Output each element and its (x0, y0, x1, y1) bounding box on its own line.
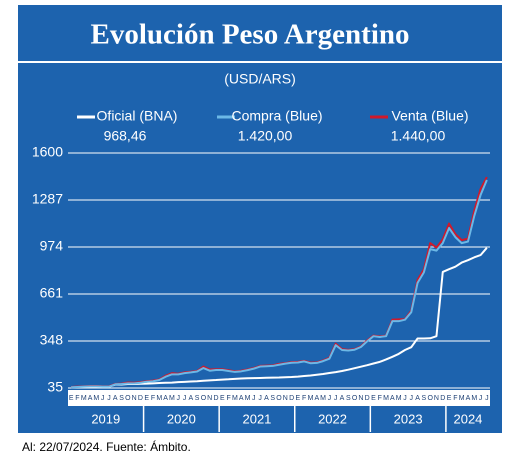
month-label: D (440, 395, 445, 402)
month-label: J (334, 395, 338, 402)
series-line (71, 247, 488, 389)
month-label: J (176, 395, 180, 402)
panel (18, 5, 502, 433)
month-label: A (113, 395, 118, 402)
legend-value: 1.420,00 (238, 128, 293, 144)
month-label: M (93, 395, 99, 402)
month-label: N (283, 395, 288, 402)
month-label: O (201, 395, 207, 402)
footnote: Al: 22/07/2024. Fuente: Ámbito. (22, 439, 191, 454)
month-label: J (485, 395, 489, 402)
y-tick-label: 348 (40, 332, 64, 348)
month-label: O (352, 395, 358, 402)
year-label: 2024 (453, 411, 482, 426)
month-label: J (328, 395, 332, 402)
month-label: O (125, 395, 131, 402)
month-label: F (151, 395, 155, 402)
month-label: F (226, 395, 230, 402)
legend-value: 968,46 (104, 128, 147, 144)
month-label: J (410, 395, 414, 402)
month-label: M (169, 395, 175, 402)
month-label: E (144, 395, 149, 402)
month-label: J (183, 395, 187, 402)
month-label: M (232, 395, 238, 402)
month-label: A (88, 395, 93, 402)
y-tick-label: 661 (40, 285, 64, 301)
month-label: N (132, 395, 137, 402)
month-label: E (447, 395, 452, 402)
month-label: N (358, 395, 363, 402)
month-label: F (453, 395, 457, 402)
month-label: D (289, 395, 294, 402)
month-label: N (207, 395, 212, 402)
month-label: A (390, 395, 395, 402)
month-label: E (296, 395, 301, 402)
month-label: D (213, 395, 218, 402)
month-label: M (396, 395, 402, 402)
month-label: J (403, 395, 407, 402)
month-label: S (422, 395, 427, 402)
month-label: S (270, 395, 275, 402)
month-label: M (81, 395, 87, 402)
year-label: 2020 (167, 411, 196, 426)
month-label: J (107, 395, 111, 402)
month-label: M (471, 395, 477, 402)
month-label: F (75, 395, 79, 402)
y-tick-label: 35 (47, 379, 63, 395)
month-label: J (101, 395, 105, 402)
legend-value: 1.440,00 (391, 128, 446, 144)
y-tick-label: 1287 (32, 191, 63, 207)
month-label: E (371, 395, 376, 402)
legend-label: Compra (Blue) (231, 108, 322, 124)
month-label: F (302, 395, 306, 402)
month-label: J (479, 395, 483, 402)
chart-subtitle: (USD/ARS) (224, 71, 296, 87)
legend-label: Oficial (BNA) (97, 108, 178, 124)
month-label: E (69, 395, 74, 402)
month-label: M (320, 395, 326, 402)
month-label: N (434, 395, 439, 402)
month-label: O (427, 395, 433, 402)
month-label: O (276, 395, 282, 402)
month-label: J (252, 395, 256, 402)
y-tick-label: 1600 (32, 144, 63, 160)
month-label: A (239, 395, 244, 402)
year-label: 2019 (91, 411, 120, 426)
month-label: S (346, 395, 351, 402)
year-label: 2021 (242, 411, 271, 426)
month-label: M (156, 395, 162, 402)
chart-title: Evolución Peso Argentino (90, 19, 409, 51)
month-label: A (314, 395, 319, 402)
month-label: S (119, 395, 124, 402)
month-label: M (308, 395, 314, 402)
y-tick-label: 974 (40, 238, 64, 254)
month-label: D (138, 395, 143, 402)
month-label: S (195, 395, 200, 402)
legend-label: Venta (Blue) (391, 108, 468, 124)
month-strip (68, 390, 490, 406)
year-label: 2022 (318, 411, 347, 426)
month-label: A (163, 395, 168, 402)
month-label: A (264, 395, 269, 402)
month-label: F (378, 395, 382, 402)
month-label: M (459, 395, 465, 402)
month-label: M (245, 395, 251, 402)
series-line (71, 179, 488, 389)
month-label: A (415, 395, 420, 402)
month-label: J (258, 395, 262, 402)
month-label: M (383, 395, 389, 402)
month-label: A (340, 395, 345, 402)
month-label: A (466, 395, 471, 402)
month-label: E (220, 395, 225, 402)
month-label: D (365, 395, 370, 402)
month-label: A (188, 395, 193, 402)
year-label: 2023 (394, 411, 423, 426)
